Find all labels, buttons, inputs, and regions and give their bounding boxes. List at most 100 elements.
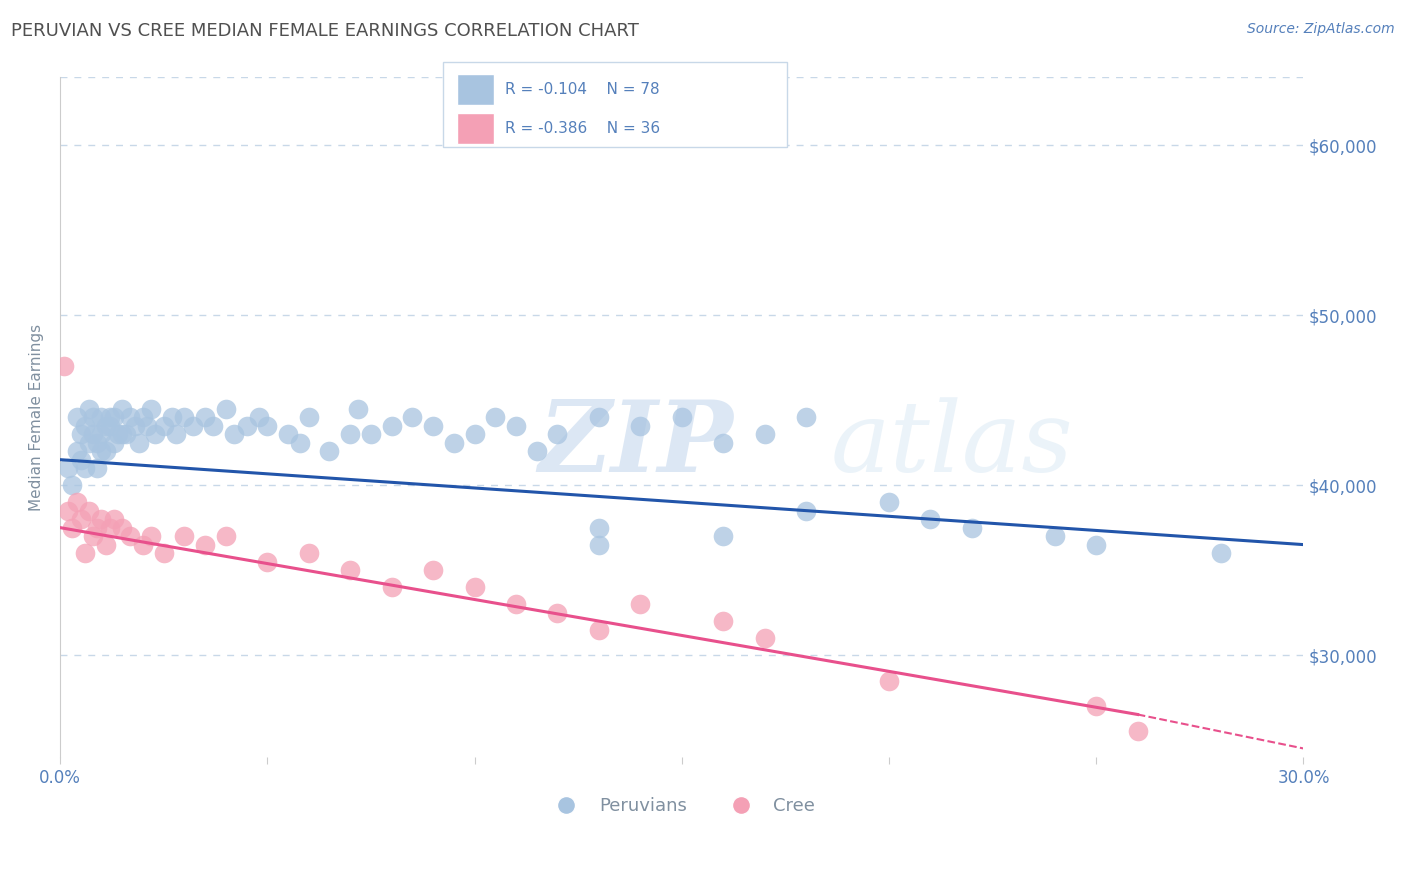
Point <box>1085 538 1108 552</box>
Point <box>360 427 382 442</box>
Point <box>77 435 100 450</box>
Point <box>463 427 485 442</box>
Point <box>132 410 155 425</box>
Point <box>160 410 183 425</box>
Point <box>277 427 299 442</box>
Legend: Peruvians, Cree: Peruvians, Cree <box>541 790 823 822</box>
Point <box>339 563 361 577</box>
Point <box>82 427 104 442</box>
Point <box>1126 724 1149 739</box>
Point <box>90 444 112 458</box>
Point <box>143 427 166 442</box>
Point <box>107 427 129 442</box>
Point <box>136 418 159 433</box>
Point <box>422 418 444 433</box>
Point <box>73 546 96 560</box>
Point <box>526 444 548 458</box>
Point <box>711 614 734 628</box>
Point <box>247 410 270 425</box>
Point <box>671 410 693 425</box>
Text: ZIP: ZIP <box>538 396 734 492</box>
Point <box>588 521 610 535</box>
Point <box>347 401 370 416</box>
Point <box>202 418 225 433</box>
Point <box>86 435 108 450</box>
Point <box>65 444 87 458</box>
Point <box>90 427 112 442</box>
Text: PERUVIAN VS CREE MEDIAN FEMALE EARNINGS CORRELATION CHART: PERUVIAN VS CREE MEDIAN FEMALE EARNINGS … <box>11 22 640 40</box>
Point <box>711 435 734 450</box>
Point <box>1085 698 1108 713</box>
Point <box>588 623 610 637</box>
Point <box>69 427 91 442</box>
Point <box>141 529 163 543</box>
Point <box>546 427 568 442</box>
Point <box>103 512 125 526</box>
Point <box>94 444 117 458</box>
Point <box>960 521 983 535</box>
Point <box>58 503 80 517</box>
Point <box>194 538 217 552</box>
Point <box>77 401 100 416</box>
Point <box>588 538 610 552</box>
Text: Source: ZipAtlas.com: Source: ZipAtlas.com <box>1247 22 1395 37</box>
Point <box>94 538 117 552</box>
Point <box>256 555 278 569</box>
Point <box>58 461 80 475</box>
Point <box>98 410 121 425</box>
Point <box>920 512 942 526</box>
Point <box>546 606 568 620</box>
Point <box>86 521 108 535</box>
Point <box>124 418 146 433</box>
Point <box>173 529 195 543</box>
Point <box>463 580 485 594</box>
Point <box>628 418 651 433</box>
Point <box>754 631 776 645</box>
Point <box>443 435 465 450</box>
Point <box>90 410 112 425</box>
Point <box>215 529 238 543</box>
Point <box>181 418 204 433</box>
Point <box>794 410 817 425</box>
Y-axis label: Median Female Earnings: Median Female Earnings <box>30 324 44 511</box>
Point <box>62 478 84 492</box>
Point <box>298 410 321 425</box>
Point <box>256 418 278 433</box>
Point <box>381 418 404 433</box>
Point <box>103 435 125 450</box>
Point <box>98 521 121 535</box>
Point <box>65 495 87 509</box>
Point <box>128 435 150 450</box>
Point <box>588 410 610 425</box>
Point <box>224 427 246 442</box>
Point <box>69 512 91 526</box>
Point <box>1043 529 1066 543</box>
Point <box>794 503 817 517</box>
Point <box>90 512 112 526</box>
Text: R = -0.104    N = 78: R = -0.104 N = 78 <box>505 82 659 97</box>
Point <box>77 503 100 517</box>
Point <box>73 461 96 475</box>
Point <box>173 410 195 425</box>
Point <box>381 580 404 594</box>
Point <box>628 597 651 611</box>
Point <box>505 418 527 433</box>
Point <box>120 529 142 543</box>
Point <box>53 359 76 374</box>
Point <box>65 410 87 425</box>
Point <box>111 401 134 416</box>
Point <box>111 521 134 535</box>
Point <box>165 427 187 442</box>
Point <box>290 435 312 450</box>
Point <box>82 529 104 543</box>
Point <box>103 410 125 425</box>
Point <box>877 495 900 509</box>
Point <box>152 418 174 433</box>
Point <box>120 410 142 425</box>
Point <box>111 427 134 442</box>
Point <box>754 427 776 442</box>
Point <box>132 538 155 552</box>
Point <box>484 410 506 425</box>
Point <box>73 418 96 433</box>
Point <box>318 444 340 458</box>
